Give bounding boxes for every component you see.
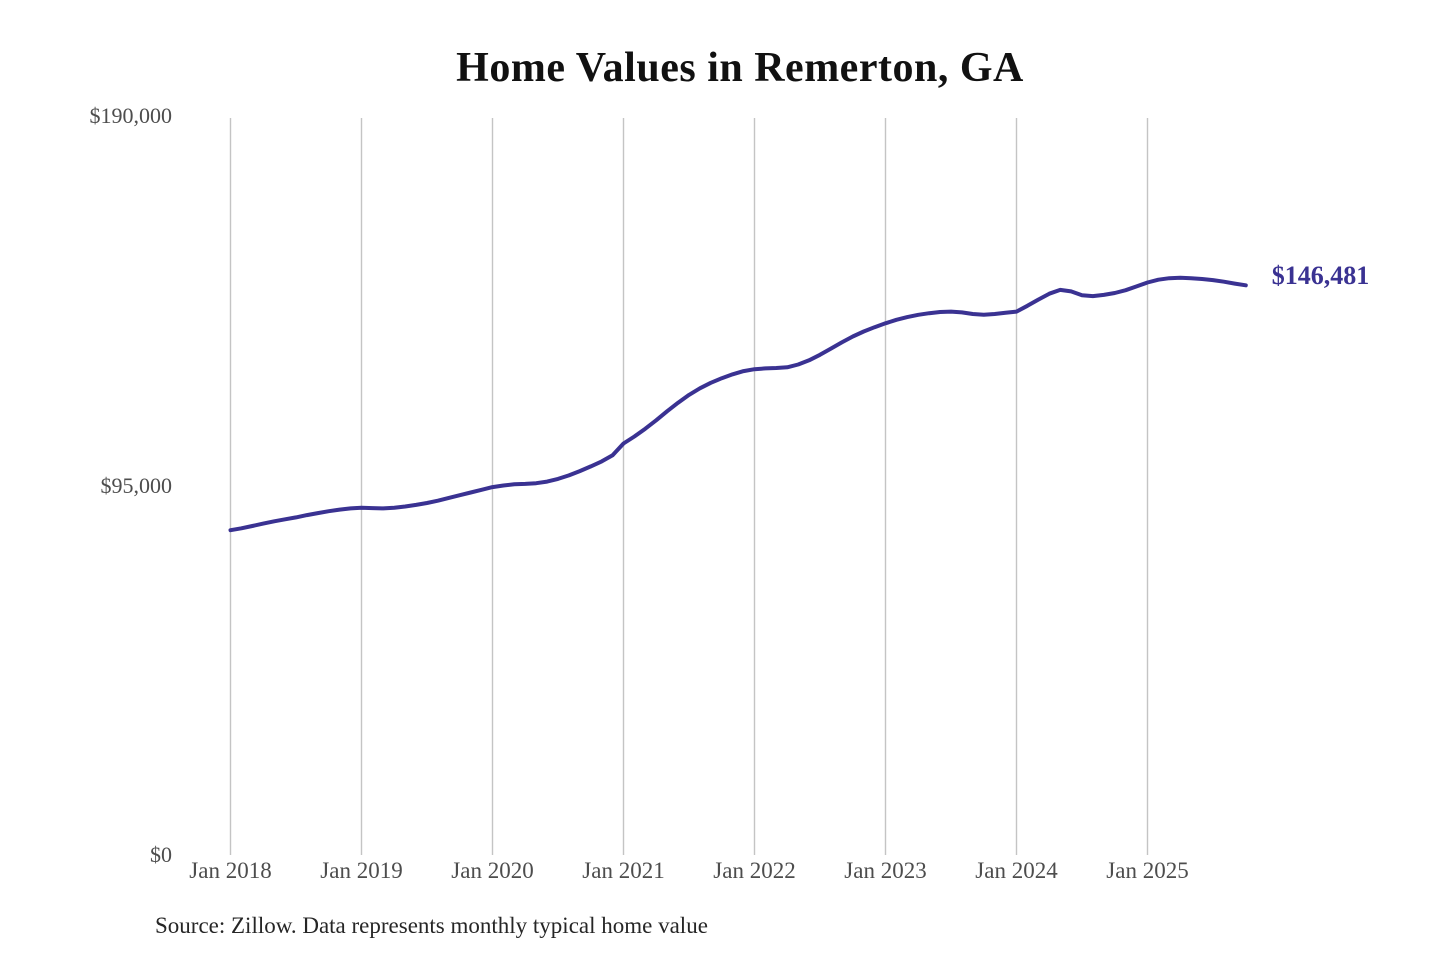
chart-title: Home Values in Remerton, GA [456, 45, 1024, 91]
source-note: Source: Zillow. Data represents monthly … [155, 913, 708, 938]
x-axis-tick-label: Jan 2024 [975, 858, 1058, 883]
gridlines [229, 118, 1149, 855]
current-value-label: $146,481 [1271, 261, 1370, 291]
x-axis-tick-label: Jan 2023 [844, 858, 927, 883]
x-axis-tick-label: Jan 2022 [713, 858, 796, 883]
home-value-line [228, 275, 1248, 533]
x-axis-tick-label: Jan 2021 [582, 858, 665, 883]
x-axis-tick-label: Jan 2018 [189, 858, 272, 883]
x-axis-tick-label: Jan 2019 [320, 858, 403, 883]
y-axis-tick-label: $190,000 [89, 103, 173, 128]
x-axis-tick-label: Jan 2020 [451, 858, 534, 883]
y-axis-tick-label: $0 [150, 842, 172, 867]
y-axis-tick-label: $95,000 [100, 472, 173, 498]
x-axis-tick-label: Jan 2025 [1106, 858, 1189, 883]
